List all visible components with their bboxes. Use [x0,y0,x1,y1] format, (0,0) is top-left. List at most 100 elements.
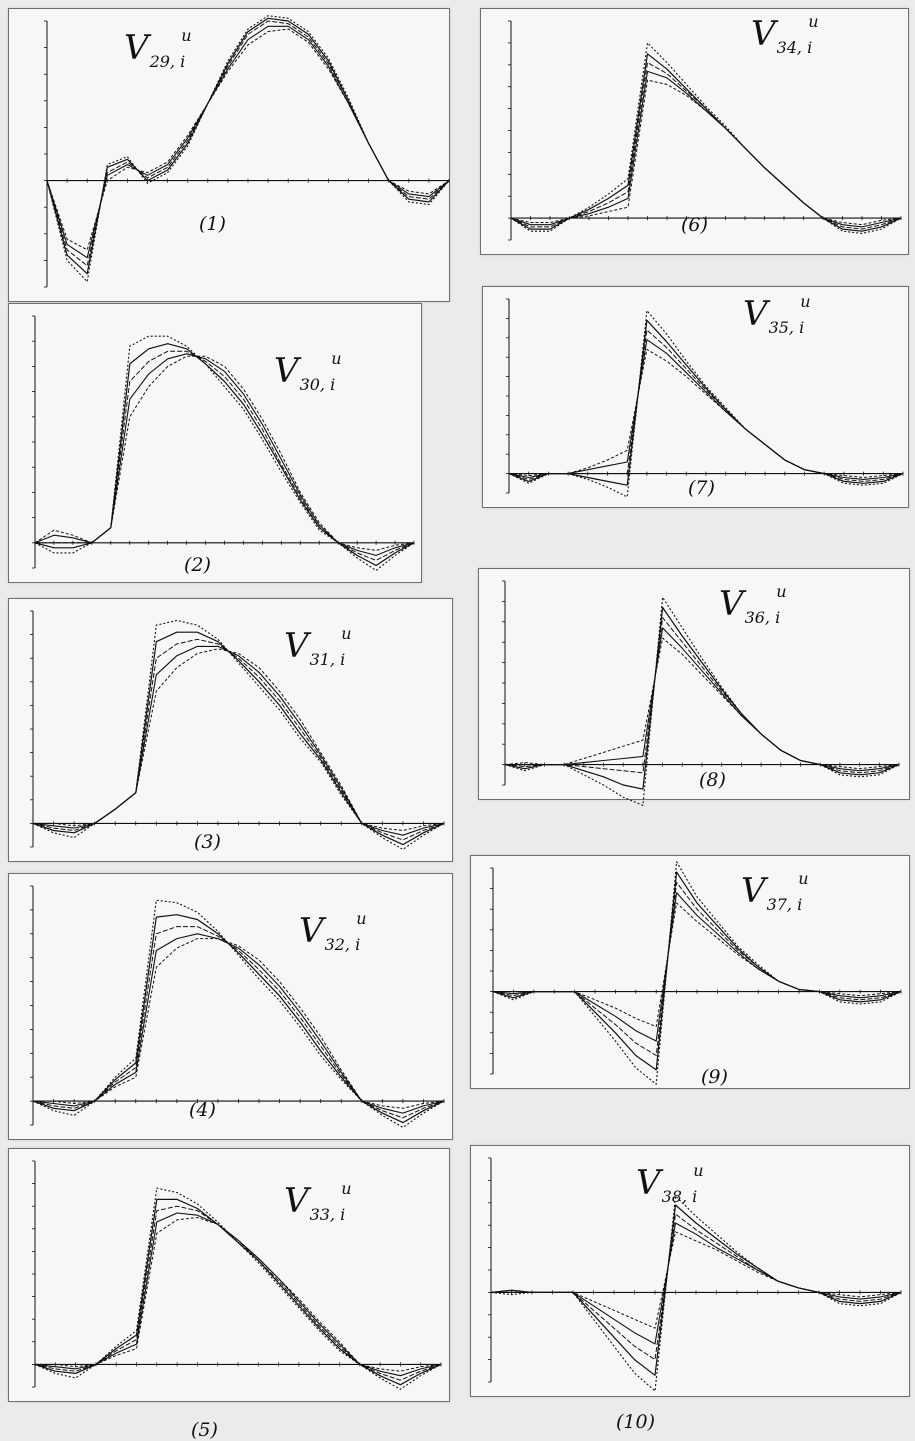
series-line-3 [504,617,900,774]
title-superscript: u [800,292,811,311]
series-line-2 [505,627,900,772]
series-line-3 [46,20,450,267]
panel-label: (9) [701,1066,728,1088]
chart-svg-9 [490,861,902,1085]
series-line-1 [34,355,415,551]
series-line-1 [33,648,445,831]
series-line-4 [492,871,902,1071]
series-line-5 [32,899,445,1128]
chart-title: V37, i u [741,871,809,914]
title-symbol: V [299,911,324,951]
chart-panel-5: V33, i u (5) [8,1148,450,1441]
series-line-2 [32,645,445,836]
title-symbol: V [284,626,309,666]
chart-svg-7 [506,298,904,498]
series-line-3 [32,926,445,1119]
series-line-2 [46,25,450,259]
series-line-3 [508,329,904,482]
title-superscript: u [341,1179,352,1198]
series-line-2 [34,1212,442,1377]
series-line-4 [510,53,902,232]
title-superscript: u [776,582,787,601]
title-symbol: V [751,14,776,54]
panel-label: (3) [194,831,221,853]
chart-svg-10 [488,1157,902,1392]
title-superscript: u [341,624,352,643]
series-line-1 [35,1217,442,1372]
chart-panel-1: V29, i u (1) [8,8,450,302]
title-subscript: 35, i [768,318,805,337]
series-line-5 [34,1187,442,1390]
chart-title: V33, i u [284,1181,352,1224]
title-subscript: 34, i [776,38,813,57]
chart-panel-7: V35, i u (7) [482,286,909,508]
series-line-1 [490,1231,902,1329]
chart-svg-8 [502,580,900,806]
title-subscript: 37, i [766,895,803,914]
series-line-5 [490,1195,902,1392]
series-line-5 [492,861,902,1085]
series-line-3 [34,1205,442,1381]
panel-label: (2) [184,554,211,576]
chart-title: V38, i u [636,1163,704,1206]
title-symbol: V [743,294,768,334]
series-line-2 [492,892,902,1042]
series-line-4 [32,914,445,1124]
panel-label: (6) [681,214,708,236]
series-line-2 [510,70,902,228]
chart-title: V30, i u [274,351,342,394]
panel-label: (1) [199,213,226,235]
series-line-2 [508,339,904,480]
title-symbol: V [636,1163,661,1203]
title-superscript: u [181,26,192,45]
chart-panel-9: V37, i u (9) [470,855,910,1089]
chart-title: V32, i u [299,911,367,953]
series-line-4 [508,319,904,486]
title-symbol: V [741,871,766,911]
title-superscript: u [808,12,819,31]
series-line-4 [32,631,445,846]
chart-title: V36, i u [719,584,787,627]
chart-panel-8: V36, i u (8) [478,568,910,806]
title-subscript: 29, i [149,52,186,71]
title-subscript: 31, i [309,650,346,669]
chart-panel-10: V38, i u (10) [470,1145,910,1433]
title-superscript: u [798,869,809,888]
series-line-1 [46,28,450,251]
chart-title: V34, i u [751,14,819,57]
series-line-4 [34,343,415,567]
panel-label: (7) [688,477,715,499]
title-symbol: V [284,1181,309,1221]
chart-svg-5 [32,1160,442,1390]
series-line-1 [504,637,900,770]
title-subscript: 38, i [661,1187,698,1206]
chart-svg-6 [508,20,902,241]
panel-label: (5) [191,1419,218,1441]
series-line-1 [510,79,902,226]
title-superscript: u [693,1161,704,1180]
series-line-5 [34,335,415,572]
panel-label: (10) [616,1411,656,1433]
series-line-5 [510,42,902,234]
series-line-5 [32,619,445,850]
panel-label: (8) [699,769,726,791]
chart-panel-4: V32, i u (4) [8,873,453,1140]
title-superscript: u [356,909,367,928]
series-line-3 [35,350,415,561]
series-line-3 [510,62,902,230]
series-line-4 [46,17,450,275]
title-subscript: 33, i [309,1205,346,1224]
series-line-5 [46,15,450,283]
title-symbol: V [274,351,299,391]
title-symbol: V [124,28,149,68]
title-subscript: 30, i [299,375,336,394]
series-line-4 [34,1198,442,1386]
series-line-4 [504,606,900,790]
panel-label: (4) [189,1099,216,1121]
series-line-1 [493,902,902,1028]
title-subscript: 36, i [744,608,781,627]
series-line-1 [33,938,445,1109]
series-line-5 [504,596,900,806]
series-line-4 [491,1204,902,1376]
series-line-2 [32,933,445,1114]
